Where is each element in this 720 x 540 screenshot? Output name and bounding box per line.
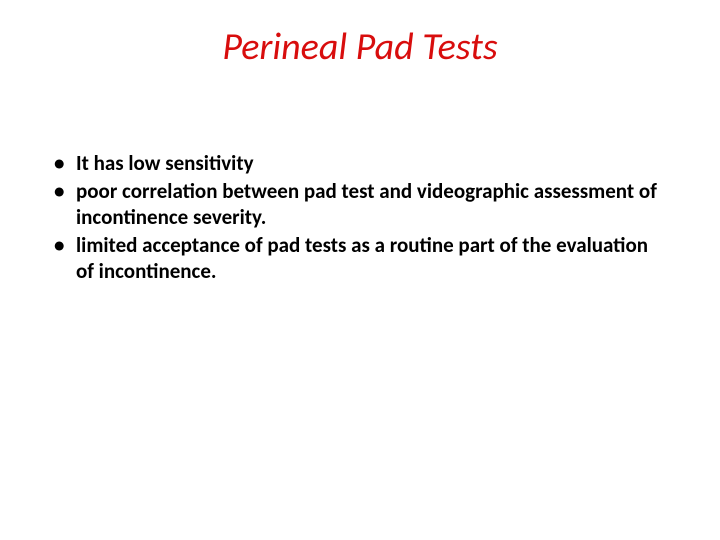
slide: Perineal Pad Tests It has low sensitivit… (0, 0, 720, 540)
list-item: It has low sensitivity (48, 150, 660, 176)
list-item: limited acceptance of pad tests as a rou… (48, 232, 660, 284)
bullet-list: It has low sensitivity poor correlation … (48, 150, 660, 284)
slide-title: Perineal Pad Tests (0, 24, 720, 70)
bullet-text: It has low sensitivity (76, 150, 254, 176)
bullet-text: poor correlation between pad test and vi… (76, 178, 657, 230)
list-item: poor correlation between pad test and vi… (48, 178, 660, 230)
bullet-text: limited acceptance of pad tests as a rou… (76, 232, 648, 284)
slide-body: It has low sensitivity poor correlation … (48, 150, 660, 286)
